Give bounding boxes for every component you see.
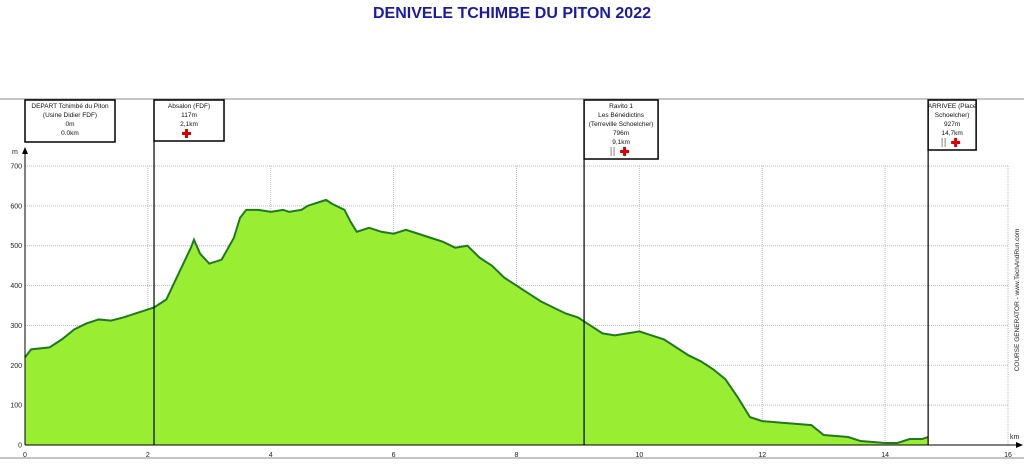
marker-1-box bbox=[583, 99, 659, 160]
food-icon bbox=[941, 138, 946, 147]
marker-2-text: 14,7km bbox=[941, 130, 962, 137]
x-tick-label: 6 bbox=[392, 452, 396, 459]
y-tick-label: 600 bbox=[10, 203, 22, 210]
x-tick-label: 0 bbox=[23, 452, 27, 459]
y-axis-label: m bbox=[12, 149, 18, 156]
x-tick-label: 10 bbox=[635, 452, 643, 459]
marker-1-text: Les Bénédictins bbox=[598, 112, 645, 119]
x-tick-label: 16 bbox=[1004, 452, 1012, 459]
start-marker-text: (Usine Didier FDF) bbox=[43, 112, 97, 119]
marker-1-text: 796m bbox=[613, 130, 629, 137]
first-aid-icon bbox=[620, 150, 630, 153]
marker-0-text: 117m bbox=[181, 112, 197, 119]
marker-2-text: 927m bbox=[944, 121, 960, 128]
marker-1-text: (Terreville Schoelcher) bbox=[589, 121, 654, 128]
elevation-area bbox=[25, 199, 929, 445]
marker-1-text: 9,1km bbox=[612, 139, 630, 146]
y-tick-label: 700 bbox=[10, 164, 22, 171]
start-marker-text: 0.0km bbox=[61, 130, 79, 137]
x-axis-arrow bbox=[1016, 442, 1023, 448]
y-tick-label: 500 bbox=[10, 243, 22, 250]
watermark: COURSE GENERATOR - www.TechAndRun.com bbox=[1014, 229, 1021, 372]
food-icon bbox=[610, 147, 615, 156]
x-tick-label: 4 bbox=[269, 452, 273, 459]
y-tick-label: 200 bbox=[10, 363, 22, 370]
marker-0-text: 2,1km bbox=[180, 121, 198, 128]
y-tick-label: 0 bbox=[18, 443, 22, 450]
marker-2-text: ARRIVEE (Place bbox=[928, 103, 977, 110]
first-aid-icon bbox=[182, 132, 192, 135]
y-axis-arrow bbox=[22, 147, 28, 154]
x-tick-label: 8 bbox=[515, 452, 519, 459]
y-tick-label: 300 bbox=[10, 323, 22, 330]
start-marker-text: 0m bbox=[65, 121, 74, 128]
x-axis-label: km bbox=[1010, 434, 1020, 441]
x-tick-label: 2 bbox=[146, 452, 150, 459]
y-tick-label: 100 bbox=[10, 403, 22, 410]
marker-0-text: Absalon (FDF) bbox=[168, 103, 210, 110]
marker-1-text: Ravito 1 bbox=[609, 103, 633, 110]
start-marker-text: DEPART Tchimbé du Piton bbox=[31, 103, 109, 110]
first-aid-icon bbox=[951, 141, 961, 144]
marker-2-text: Schoelcher) bbox=[935, 112, 970, 119]
start-marker-box bbox=[24, 99, 116, 143]
elevation-line bbox=[24, 198, 929, 445]
chart-title: DENIVELE TCHIMBE DU PITON 2022 bbox=[373, 5, 651, 22]
x-tick-label: 12 bbox=[758, 452, 766, 459]
x-tick-label: 14 bbox=[881, 452, 889, 459]
y-tick-label: 400 bbox=[10, 283, 22, 290]
